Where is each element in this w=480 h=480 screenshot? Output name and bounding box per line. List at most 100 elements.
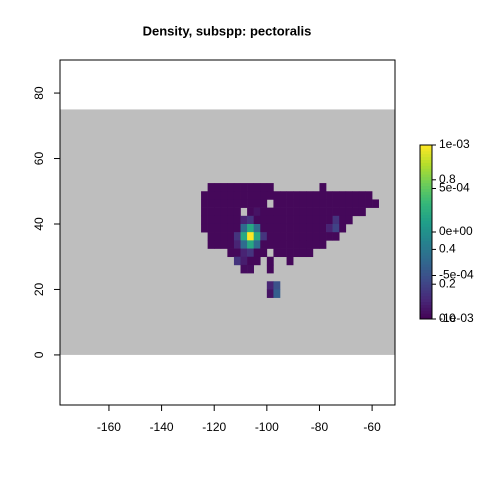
raster-cell — [240, 191, 248, 200]
x-tick-label: -100 — [255, 420, 279, 434]
raster-cell — [299, 215, 307, 225]
raster-cell — [273, 248, 281, 258]
colorbar: 0.0 0.2 0.4 0.8 1e-03 5e-04 0e+00 -5e-04 -1e-03 — [419, 137, 474, 325]
raster-cell — [326, 207, 333, 217]
raster-cell — [260, 215, 268, 225]
raster-cell — [326, 215, 333, 225]
raster-cell — [266, 183, 274, 192]
colorbar-swatch — [420, 292, 432, 297]
colorbar-tick-label: 0.4 — [439, 242, 456, 256]
raster-cell — [214, 223, 222, 233]
raster-cell — [233, 215, 241, 225]
raster-cell — [214, 240, 222, 249]
plot-frame — [59, 59, 396, 406]
raster-cell — [293, 215, 301, 225]
raster-cell — [286, 256, 294, 266]
raster-cell — [266, 207, 274, 217]
colorbar-tick-label: -5e-04 — [439, 268, 474, 282]
raster-cell — [293, 199, 301, 208]
raster-cell — [201, 215, 208, 225]
raster-cell — [220, 215, 228, 225]
raster-cell — [207, 232, 215, 241]
raster-cell — [306, 223, 314, 233]
colorbar-swatch — [420, 205, 432, 210]
colorbar-swatch — [420, 176, 432, 181]
raster-cell — [299, 199, 307, 208]
colorbar-swatch — [420, 226, 432, 230]
raster-cell — [207, 215, 215, 225]
raster-cell — [299, 248, 307, 258]
colorbar-swatch — [420, 171, 432, 175]
raster-cell — [306, 199, 314, 208]
raster-cell — [326, 232, 333, 241]
raster-cell — [247, 264, 254, 274]
raster-cell — [352, 191, 360, 200]
raster-cell — [227, 191, 235, 200]
raster-cell — [280, 223, 287, 233]
raster-cell — [227, 183, 235, 192]
raster-cell — [273, 289, 281, 298]
raster-cell — [332, 232, 340, 241]
raster-cell — [266, 232, 274, 241]
colorbar-swatch — [420, 281, 432, 285]
raster-cell — [247, 191, 254, 200]
colorbar-swatch — [420, 229, 432, 233]
raster-cell — [345, 199, 353, 208]
raster-cell — [247, 240, 254, 249]
raster-cell — [253, 183, 261, 192]
raster-cell — [233, 232, 241, 241]
raster-cell — [332, 207, 340, 217]
colorbar-swatch — [420, 232, 432, 236]
raster-cell — [227, 199, 235, 208]
raster-cell — [339, 191, 347, 200]
raster-cell — [240, 256, 248, 266]
raster-cell — [233, 207, 241, 217]
colorbar-swatch — [420, 191, 432, 195]
raster-cell — [286, 248, 294, 258]
raster-cell — [227, 215, 235, 225]
colorbar-swatch — [420, 252, 432, 256]
raster-cell — [332, 199, 340, 208]
colorbar-tick-label: 5e-04 — [439, 181, 470, 195]
raster-cell — [293, 232, 301, 241]
colorbar-swatch — [420, 162, 432, 166]
raster-cell — [240, 240, 248, 249]
raster-cell — [240, 264, 248, 274]
raster-cell — [286, 215, 294, 225]
raster-cell — [207, 191, 215, 200]
colorbar-swatch — [420, 208, 432, 213]
colorbar-swatch — [420, 200, 432, 204]
colorbar-swatch — [420, 223, 432, 227]
raster-cell — [220, 232, 228, 241]
colorbar-swatch — [420, 168, 432, 172]
raster-cell — [247, 256, 254, 266]
colorbar-tick-label: 1e-03 — [439, 137, 470, 151]
raster-cell — [280, 215, 287, 225]
raster-cell — [326, 199, 333, 208]
raster-cell — [214, 207, 222, 217]
colorbar-swatch — [420, 313, 432, 317]
raster-cell — [214, 183, 222, 192]
raster-cell — [372, 199, 379, 208]
raster-cell — [332, 215, 340, 225]
raster-cell — [339, 223, 347, 233]
colorbar-swatch — [420, 261, 432, 265]
colorbar-swatch — [420, 153, 432, 158]
raster-cell — [207, 183, 215, 192]
raster-cell — [220, 199, 228, 208]
colorbar-swatch — [420, 145, 432, 149]
colorbar-swatch — [420, 249, 432, 253]
colorbar-swatch — [420, 220, 432, 224]
colorbar-swatch — [420, 310, 432, 314]
colorbar-swatch — [420, 211, 432, 216]
raster-cell — [319, 207, 327, 217]
raster-cell — [260, 223, 268, 233]
raster-cell — [312, 240, 320, 249]
raster-cell — [260, 232, 268, 241]
raster-cell — [286, 191, 294, 200]
colorbar-swatch — [420, 304, 432, 308]
raster-cell — [220, 207, 228, 217]
raster-cell — [319, 232, 327, 241]
raster-cell — [233, 199, 241, 208]
raster-cell — [332, 191, 340, 200]
